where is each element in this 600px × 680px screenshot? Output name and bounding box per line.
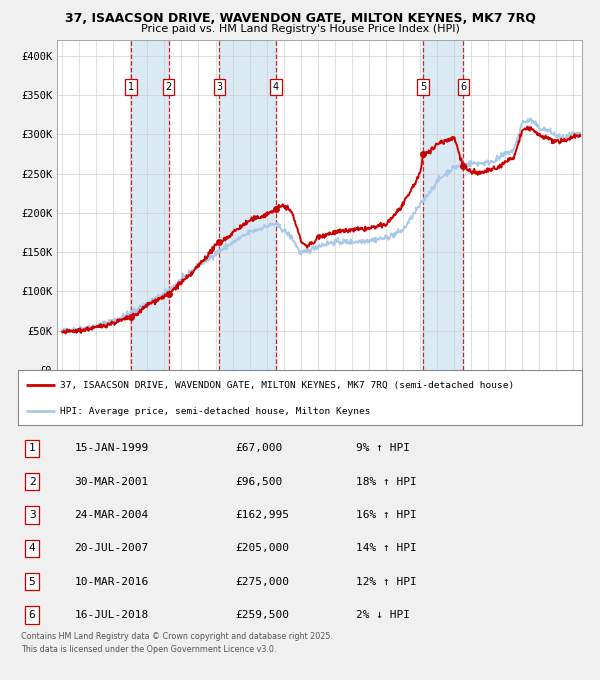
Text: Price paid vs. HM Land Registry's House Price Index (HPI): Price paid vs. HM Land Registry's House …: [140, 24, 460, 34]
Text: £96,500: £96,500: [235, 477, 283, 487]
Text: 24-MAR-2004: 24-MAR-2004: [74, 510, 149, 520]
Text: 30-MAR-2001: 30-MAR-2001: [74, 477, 149, 487]
Text: 15-JAN-1999: 15-JAN-1999: [74, 443, 149, 454]
Text: 3: 3: [29, 510, 35, 520]
Text: 6: 6: [29, 610, 35, 620]
Text: HPI: Average price, semi-detached house, Milton Keynes: HPI: Average price, semi-detached house,…: [60, 407, 371, 415]
Text: 6: 6: [460, 82, 466, 92]
Bar: [220, 40, 276, 370]
Text: 20-JUL-2007: 20-JUL-2007: [74, 543, 149, 554]
Text: 1: 1: [128, 82, 134, 92]
Text: 4: 4: [273, 82, 279, 92]
Text: 5: 5: [29, 577, 35, 587]
Text: Contains HM Land Registry data © Crown copyright and database right 2025.
This d: Contains HM Land Registry data © Crown c…: [21, 632, 333, 653]
Text: 2: 2: [166, 82, 172, 92]
Text: £67,000: £67,000: [235, 443, 283, 454]
Text: £162,995: £162,995: [235, 510, 289, 520]
Bar: [131, 40, 169, 370]
Text: 37, ISAACSON DRIVE, WAVENDON GATE, MILTON KEYNES, MK7 7RQ (semi-detached house): 37, ISAACSON DRIVE, WAVENDON GATE, MILTO…: [60, 381, 515, 390]
Text: 37, ISAACSON DRIVE, WAVENDON GATE, MILTON KEYNES, MK7 7RQ: 37, ISAACSON DRIVE, WAVENDON GATE, MILTO…: [65, 12, 535, 25]
Bar: [424, 40, 463, 370]
Text: 9% ↑ HPI: 9% ↑ HPI: [356, 443, 410, 454]
Text: 2: 2: [29, 477, 35, 487]
Text: £275,000: £275,000: [235, 577, 289, 587]
Text: 2% ↓ HPI: 2% ↓ HPI: [356, 610, 410, 620]
Text: 3: 3: [217, 82, 223, 92]
Text: 16-JUL-2018: 16-JUL-2018: [74, 610, 149, 620]
Text: 14% ↑ HPI: 14% ↑ HPI: [356, 543, 417, 554]
Text: 1: 1: [29, 443, 35, 454]
Text: 5: 5: [420, 82, 427, 92]
Text: 16% ↑ HPI: 16% ↑ HPI: [356, 510, 417, 520]
Text: £259,500: £259,500: [235, 610, 289, 620]
Text: 18% ↑ HPI: 18% ↑ HPI: [356, 477, 417, 487]
Text: 10-MAR-2016: 10-MAR-2016: [74, 577, 149, 587]
Text: 12% ↑ HPI: 12% ↑ HPI: [356, 577, 417, 587]
Text: £205,000: £205,000: [235, 543, 289, 554]
Text: 4: 4: [29, 543, 35, 554]
